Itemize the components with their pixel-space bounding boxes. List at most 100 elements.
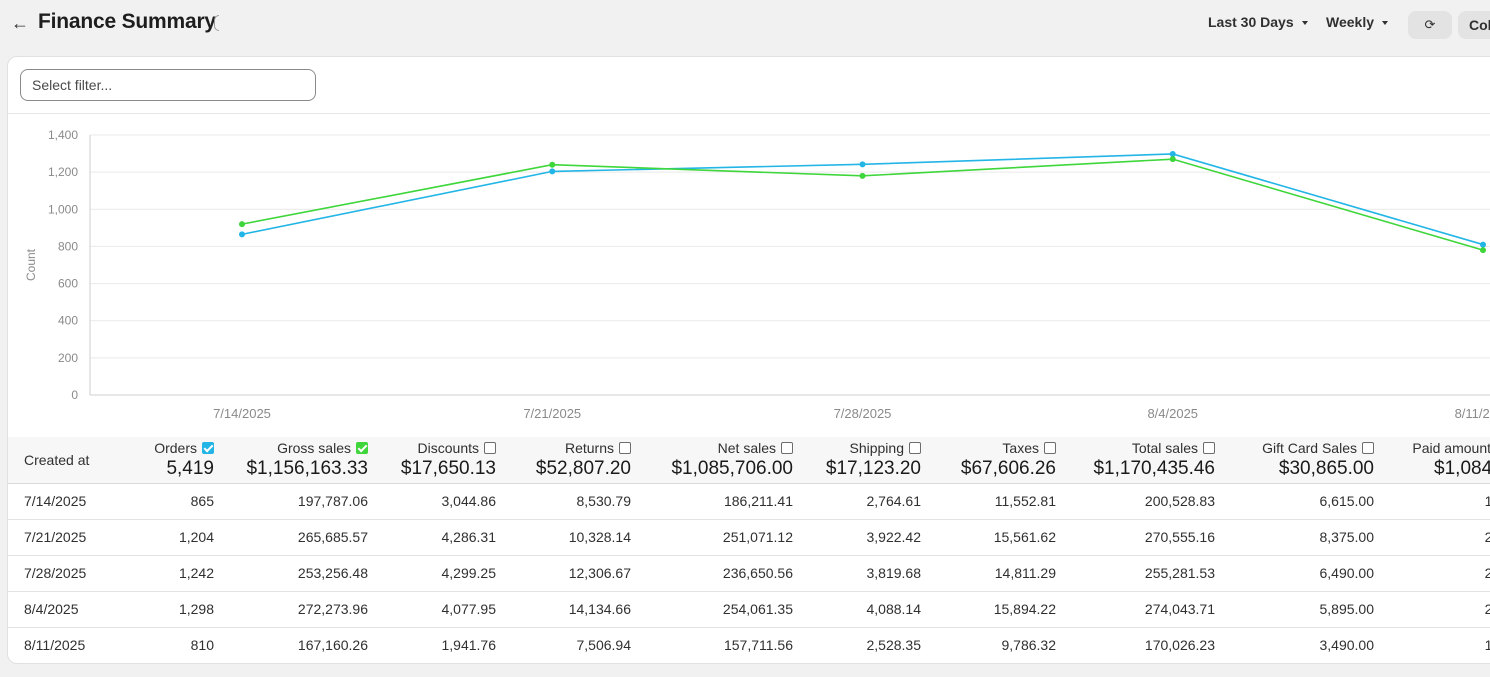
series-checkbox[interactable] (619, 442, 631, 454)
table-cell: 1,204 (120, 519, 230, 556)
table-cell: 15,894.22 (937, 591, 1072, 628)
table-row: 7/28/2025 1,242 253,256.48 4,299.25 12,306.6… (8, 555, 1490, 592)
table-cell: 167,160.26 (230, 627, 384, 663)
table-cell: 9,786.32 (937, 627, 1072, 663)
column-total: $17,650.13 (400, 458, 496, 479)
column-header-label: Shipping (809, 440, 921, 457)
column-header[interactable]: Net sales $1,085,706.00 (647, 437, 809, 484)
table-cell: 272,273.96 (230, 591, 384, 628)
column-total: 5,419 (166, 458, 214, 479)
data-point (549, 168, 556, 175)
column-header-label: Paid amount (1390, 440, 1490, 457)
series-checkbox[interactable] (1044, 442, 1056, 454)
refresh-button[interactable]: ⟳ (1408, 11, 1452, 39)
y-tick-label: 1,000 (48, 202, 78, 216)
report-card: 0 200 400 600 800 1,000 1,200 1,400 Count 7/14/20… (7, 56, 1490, 664)
data-point (1480, 247, 1486, 254)
table-cell: 170,026.23 (1072, 627, 1231, 663)
table-cell: 14,134.66 (512, 591, 647, 628)
table-cell: 3,819.68 (809, 555, 937, 592)
column-header[interactable]: Total sales $1,170,435.46 (1072, 437, 1231, 484)
table-cell: 231 (1390, 555, 1490, 592)
column-label: Orders (154, 440, 197, 456)
column-header-created-at[interactable]: Created at (8, 437, 120, 484)
column-header-label: Total sales (1072, 440, 1215, 457)
table-cell: 158 (1390, 627, 1490, 663)
column-label: Taxes (1002, 440, 1039, 456)
table-cell: 250 (1390, 591, 1490, 628)
table-row: 8/4/2025 1,298 272,273.96 4,077.95 14,134.66… (8, 591, 1490, 628)
table-cell: 12,306.67 (512, 555, 647, 592)
table-cell: 2,764.61 (809, 483, 937, 520)
data-point (859, 161, 866, 168)
date-range-dropdown[interactable]: Last 30 Days (1208, 14, 1308, 30)
column-header[interactable]: Returns $52,807.20 (512, 437, 647, 484)
data-point (1480, 241, 1486, 248)
row-date: 8/4/2025 (8, 591, 120, 628)
finance-table: Created at Orders 5,419 Gross sales $1,156,1… (8, 437, 1490, 663)
y-tick-label: 1,400 (48, 128, 78, 142)
data-point (239, 231, 245, 238)
table-cell: 10,328.14 (512, 519, 647, 556)
column-label: Discounts (417, 440, 479, 456)
x-tick-label: 8/11/2025 (1455, 406, 1490, 421)
table-row: 8/11/2025 810 167,160.26 1,941.76 7,506.94 15… (8, 627, 1490, 663)
table-cell: 3,922.42 (809, 519, 937, 556)
chevron-down-icon (1301, 21, 1308, 26)
table-cell: 254,061.35 (647, 591, 809, 628)
series-checkbox[interactable] (202, 442, 214, 454)
series-line-orders (241, 153, 1484, 246)
top-bar: ← Finance Summary Last 30 Days Weekly ⟳ … (0, 0, 1490, 48)
x-tick-label: 8/4/2025 (1147, 406, 1198, 421)
series-checkbox[interactable] (356, 442, 368, 454)
column-total: $1,170,435.46 (1093, 458, 1215, 479)
chevron-down-icon (1382, 21, 1388, 26)
table-cell: 181 (1390, 483, 1490, 520)
interval-dropdown[interactable]: Weekly (1326, 14, 1388, 30)
columns-button[interactable]: Columns (1458, 11, 1490, 39)
row-date: 8/11/2025 (8, 627, 120, 663)
column-label: Paid amount (1412, 440, 1490, 456)
column-header[interactable]: Discounts $17,650.13 (384, 437, 512, 484)
column-header[interactable]: Gross sales $1,156,163.33 (230, 437, 384, 484)
table-cell: 1,298 (120, 591, 230, 628)
table-cell: 2,528.35 (809, 627, 937, 663)
data-point (239, 221, 245, 228)
table-cell: 255,281.53 (1072, 555, 1231, 592)
series-checkbox[interactable] (1203, 442, 1215, 454)
table-cell: 5,895.00 (1231, 591, 1390, 628)
table-cell: 253,256.48 (230, 555, 384, 592)
series-checkbox[interactable] (781, 442, 793, 454)
table-cell: 7,506.94 (512, 627, 647, 663)
series-checkbox[interactable] (484, 442, 496, 454)
page-title: Finance Summary (38, 10, 216, 33)
data-point (1169, 156, 1176, 163)
column-header[interactable]: Taxes $67,606.26 (937, 437, 1072, 484)
y-tick-label: 400 (58, 314, 78, 328)
series-checkbox[interactable] (1362, 442, 1374, 454)
info-icon[interactable] (214, 15, 219, 31)
series-checkbox[interactable] (909, 442, 921, 454)
table-cell: 4,077.95 (384, 591, 512, 628)
column-header-label: Returns (512, 440, 631, 457)
y-tick-label: 1,200 (48, 165, 78, 179)
column-label: Gross sales (277, 440, 351, 456)
column-header-label: Taxes (937, 440, 1056, 457)
column-header-label: Gross sales (230, 440, 368, 457)
column-header[interactable]: Shipping $17,123.20 (809, 437, 937, 484)
table-cell: 4,088.14 (809, 591, 937, 628)
table-cell: 865 (120, 483, 230, 520)
table-cell: 6,490.00 (1231, 555, 1390, 592)
column-header[interactable]: Paid amount $1,084,7 (1390, 437, 1490, 484)
column-header[interactable]: Orders 5,419 (120, 437, 230, 484)
date-range-label: Last 30 Days (1208, 14, 1294, 30)
filter-input[interactable] (20, 69, 316, 101)
column-header[interactable]: Gift Card Sales $30,865.00 (1231, 437, 1390, 484)
table-cell: 274,043.71 (1072, 591, 1231, 628)
table-cell: 197,787.06 (230, 483, 384, 520)
row-date: 7/28/2025 (8, 555, 120, 592)
column-header-label: Discounts (384, 440, 496, 457)
x-tick-label: 7/21/2025 (523, 406, 581, 421)
arrow-left-icon[interactable]: ← (11, 13, 29, 33)
table-cell: 270,555.16 (1072, 519, 1231, 556)
